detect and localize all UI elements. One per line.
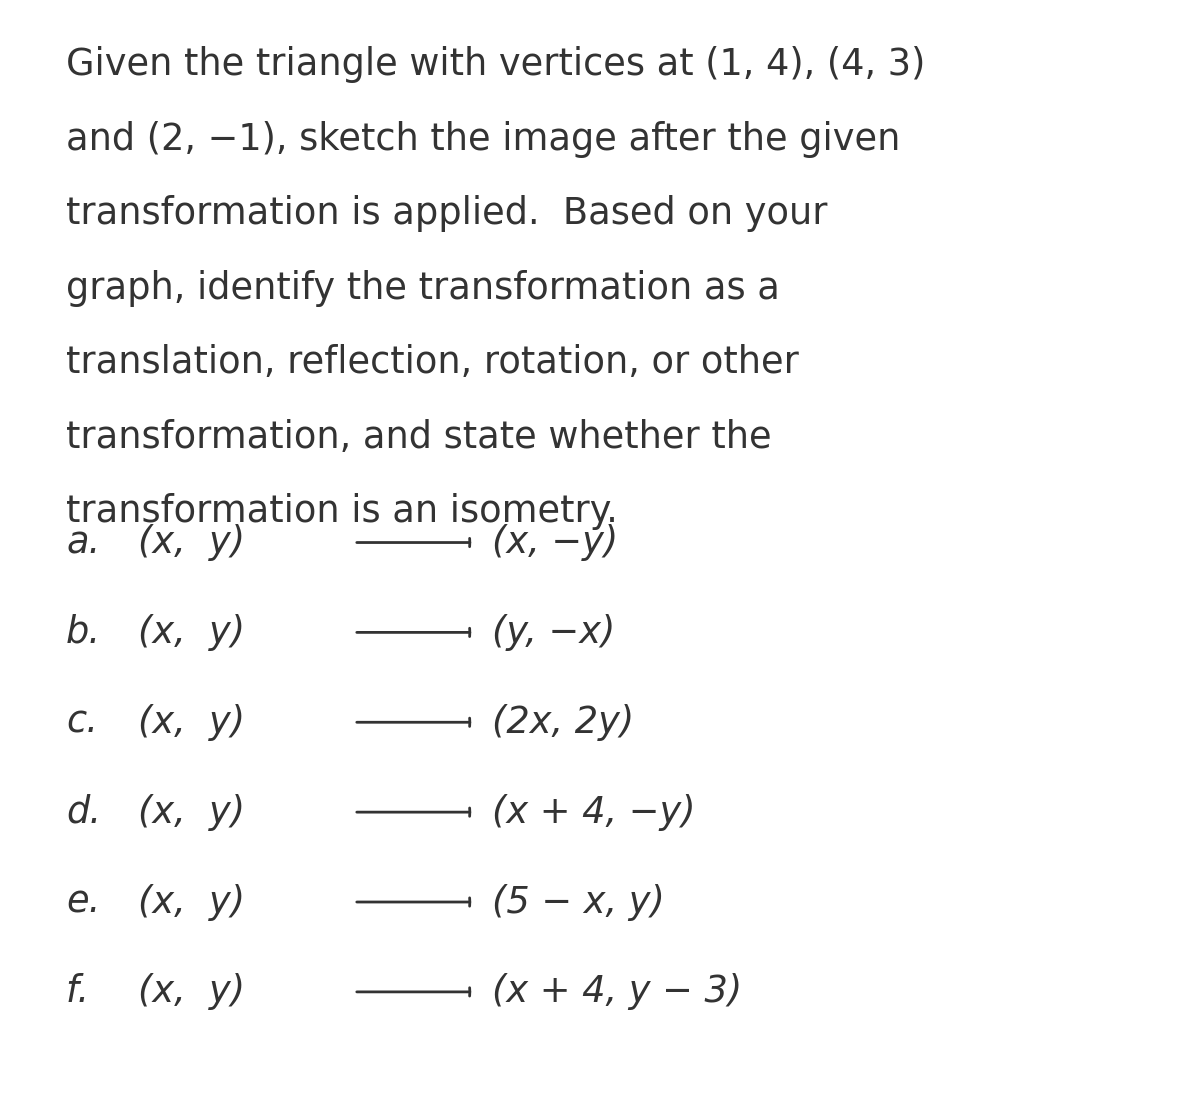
Text: (x,  y): (x, y): [138, 973, 245, 1011]
Text: (x,  y): (x, y): [138, 614, 245, 651]
Text: and (2, −1), sketch the image after the given: and (2, −1), sketch the image after the …: [66, 121, 900, 158]
Text: translation, reflection, rotation, or other: translation, reflection, rotation, or ot…: [66, 344, 799, 381]
Text: transformation is an isometry.: transformation is an isometry.: [66, 493, 618, 530]
Text: c.: c.: [66, 704, 98, 741]
Text: (x,  y): (x, y): [138, 794, 245, 831]
Text: a.: a.: [66, 524, 100, 561]
Text: (x,  y): (x, y): [138, 524, 245, 561]
Text: (x, −y): (x, −y): [492, 524, 618, 561]
Text: d.: d.: [66, 794, 101, 831]
Text: (x + 4, y − 3): (x + 4, y − 3): [492, 973, 743, 1011]
Text: e.: e.: [66, 883, 101, 921]
Text: (5 − x, y): (5 − x, y): [492, 883, 665, 921]
Text: f.: f.: [66, 973, 90, 1011]
Text: transformation, and state whether the: transformation, and state whether the: [66, 419, 772, 456]
Text: (y, −x): (y, −x): [492, 614, 616, 651]
Text: graph, identify the transformation as a: graph, identify the transformation as a: [66, 270, 780, 307]
Text: (x,  y): (x, y): [138, 883, 245, 921]
Text: (x,  y): (x, y): [138, 704, 245, 741]
Text: b.: b.: [66, 614, 101, 651]
Text: transformation is applied.  Based on your: transformation is applied. Based on your: [66, 195, 828, 232]
Text: (2x, 2y): (2x, 2y): [492, 704, 635, 741]
Text: Given the triangle with vertices at (1, 4), (4, 3): Given the triangle with vertices at (1, …: [66, 46, 925, 83]
Text: (x + 4, −y): (x + 4, −y): [492, 794, 696, 831]
